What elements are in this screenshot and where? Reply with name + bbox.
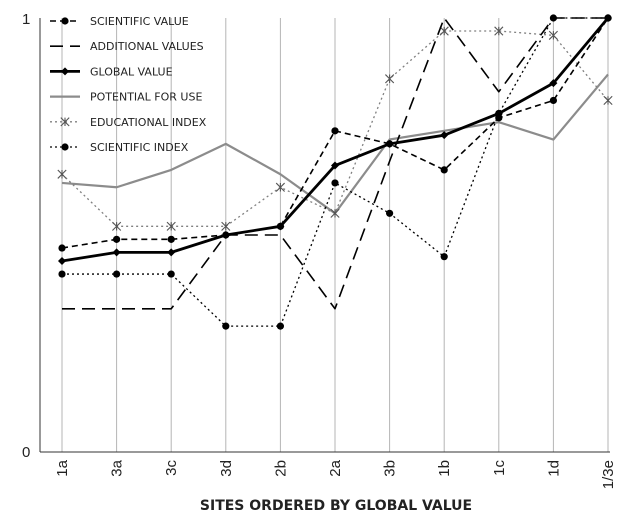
legend-item-3: POTENTIAL FOR USE xyxy=(50,91,202,104)
axes xyxy=(39,18,610,453)
data-point xyxy=(167,235,175,243)
legend-item-0: SCIENTIFIC VALUE xyxy=(50,15,189,28)
legend-marker xyxy=(61,17,69,25)
data-point xyxy=(57,169,67,179)
data-point xyxy=(58,244,66,252)
x-tick-label: 3b xyxy=(382,460,399,477)
legend-label: SCIENTIFIC INDEX xyxy=(90,141,189,154)
data-point xyxy=(112,221,122,231)
legend-marker xyxy=(61,143,69,151)
legend-marker xyxy=(60,117,70,127)
data-point xyxy=(549,96,558,105)
legend-label: ADDITIONAL VALUES xyxy=(90,40,204,53)
x-tick-label: 1c xyxy=(491,460,508,476)
x-axis-label: SITES ORDERED BY GLOBAL VALUE xyxy=(200,498,472,514)
series-line xyxy=(61,30,609,227)
legend-item-4: EDUCATIONAL INDEX xyxy=(50,116,207,129)
data-point xyxy=(276,322,284,330)
legend: SCIENTIFIC VALUE ADDITIONAL VALUES GLOBAL … xyxy=(50,15,207,154)
data-point xyxy=(440,166,448,174)
legend-marker xyxy=(61,67,69,76)
series-line xyxy=(61,17,609,249)
x-tick-label: 2a xyxy=(327,459,344,476)
y-tick-labels: 1 0 xyxy=(22,11,30,461)
x-tick-label: 3d xyxy=(218,460,235,477)
series-line xyxy=(62,17,608,327)
data-point xyxy=(167,248,176,257)
data-point xyxy=(495,114,503,122)
data-point xyxy=(113,235,121,243)
data-point xyxy=(603,95,613,106)
data-point xyxy=(330,208,340,218)
data-point xyxy=(166,221,176,231)
data-point xyxy=(494,109,503,118)
legend-label: GLOBAL VALUE xyxy=(90,65,173,78)
x-tick-label: 2b xyxy=(272,460,289,477)
data-point xyxy=(548,30,558,40)
vertical-gridlines xyxy=(61,18,609,452)
data-point xyxy=(221,231,230,239)
data-point xyxy=(440,253,448,261)
series-line xyxy=(62,17,608,310)
data-point xyxy=(275,182,285,192)
data-point xyxy=(440,131,449,140)
data-point xyxy=(221,221,231,231)
legend-item-5: SCIENTIFIC INDEX xyxy=(50,141,189,154)
data-point xyxy=(604,14,612,22)
x-tick-label: 1a xyxy=(54,459,71,476)
series-2 xyxy=(58,14,612,266)
data-point xyxy=(58,270,66,278)
y-tick-label-min: 0 xyxy=(22,444,30,461)
series-1 xyxy=(62,17,608,310)
legend-label: SCIENTIFIC VALUE xyxy=(90,15,189,28)
data-point xyxy=(385,74,395,84)
data-point xyxy=(276,222,285,231)
x-tick-label: 3c xyxy=(163,460,180,476)
data-point xyxy=(439,26,449,36)
data-point xyxy=(331,161,339,170)
data-point xyxy=(58,257,66,266)
y-tick-label-max: 1 xyxy=(22,11,30,28)
data-point xyxy=(167,270,175,278)
data-point xyxy=(222,322,230,330)
legend-label: POTENTIAL FOR USE xyxy=(90,91,202,104)
data-point xyxy=(385,139,394,148)
x-tick-label: 1d xyxy=(545,460,562,477)
x-tick-label: 1/3e xyxy=(600,460,617,489)
data-point xyxy=(113,270,121,278)
data-point xyxy=(494,26,504,36)
data-point xyxy=(386,209,394,217)
data-point xyxy=(549,79,558,88)
x-tick-label: 1b xyxy=(436,460,453,477)
legend-label: EDUCATIONAL INDEX xyxy=(90,116,207,129)
series-4 xyxy=(57,26,613,231)
data-point xyxy=(331,179,339,187)
legend-item-2: GLOBAL VALUE xyxy=(50,65,173,78)
legend-item-1: ADDITIONAL VALUES xyxy=(50,40,204,53)
x-tick-label: 3a xyxy=(109,459,126,476)
data-point xyxy=(331,127,339,135)
series-group xyxy=(57,14,613,330)
x-tick-labels: 1a 3a 3c 3d 2b 2a 3b 1b 1c 1d 1/3e xyxy=(54,459,617,489)
data-point xyxy=(112,248,121,257)
